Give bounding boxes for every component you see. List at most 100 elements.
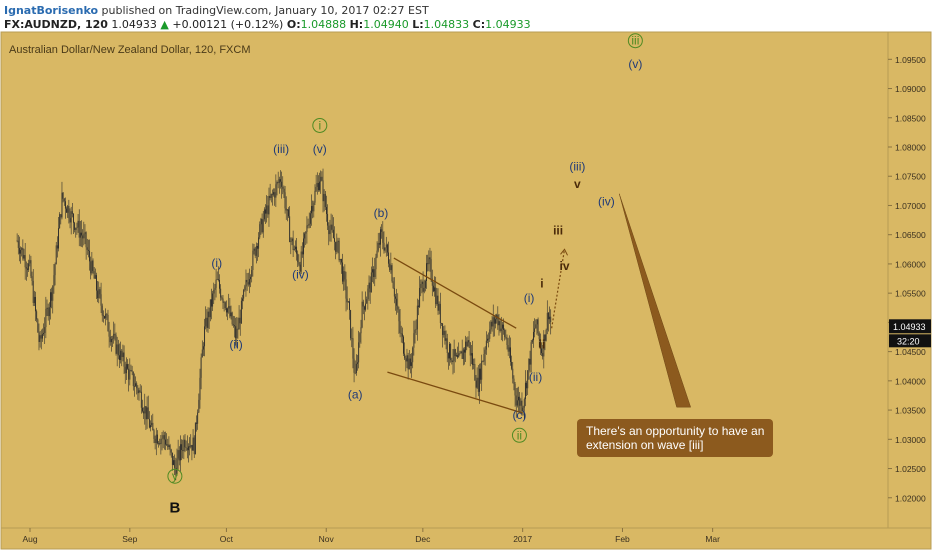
- candle-body: [183, 439, 185, 452]
- wave-label: ii: [517, 428, 522, 442]
- candle-body: [239, 317, 241, 324]
- close-label: C:: [472, 18, 486, 31]
- candle-body: [86, 247, 88, 250]
- candle-body: [450, 343, 452, 361]
- candle-body: [119, 355, 120, 360]
- candle-body: [43, 332, 45, 335]
- wave-label: (i): [211, 256, 222, 270]
- candle-body: [21, 248, 23, 251]
- candle-body: [44, 327, 46, 333]
- symbol-label: FX:AUDNZD, 120: [4, 18, 108, 31]
- candle-body: [481, 361, 483, 380]
- candle-body: [161, 438, 163, 440]
- candle-body: [458, 353, 460, 358]
- y-tick-label: 1.02000: [895, 493, 926, 503]
- candle-body: [275, 184, 277, 198]
- candle-body: [472, 353, 473, 365]
- y-tick-label: 1.04500: [895, 347, 926, 357]
- candle-body: [484, 349, 486, 354]
- candle-body: [85, 232, 87, 248]
- candle-body: [55, 245, 57, 265]
- candle-body: [246, 279, 248, 283]
- annotation-callout: There's an opportunity to have an extens…: [577, 419, 773, 457]
- candle-body: [320, 176, 322, 182]
- candle-body: [538, 333, 540, 340]
- wave-label-circle: [627, 33, 643, 49]
- candle-body: [424, 280, 426, 288]
- candle-body: [376, 250, 378, 257]
- candle-body: [133, 386, 135, 387]
- candle-body: [143, 411, 145, 414]
- price-chart[interactable]: Australian Dollar/New Zealand Dollar, 12…: [0, 31, 932, 550]
- candle-body: [503, 324, 505, 331]
- candle-body: [527, 370, 529, 389]
- candle-body: [477, 377, 479, 392]
- candle-body: [500, 328, 502, 332]
- candle-body: [498, 321, 500, 326]
- candle-body: [380, 229, 381, 245]
- candle-body: [297, 253, 299, 263]
- candle-body: [186, 447, 188, 451]
- candle-body: [497, 314, 499, 326]
- candle-body: [373, 269, 375, 277]
- candle-body: [426, 263, 427, 281]
- candle-body: [154, 438, 156, 444]
- candle-body: [296, 246, 298, 254]
- candle-body: [76, 227, 78, 229]
- candle-body: [549, 316, 551, 320]
- candle-body: [541, 348, 542, 354]
- wave-label: (b): [374, 206, 389, 220]
- candle-body: [467, 340, 469, 347]
- candle-body: [75, 227, 77, 230]
- candle-body: [401, 333, 403, 337]
- candle-body: [125, 364, 127, 374]
- candle-body: [212, 293, 214, 307]
- candle-body: [202, 346, 204, 350]
- published-text: published on TradingView.com, January 10…: [101, 4, 429, 17]
- candle-body: [409, 358, 411, 366]
- candle-body: [306, 225, 308, 232]
- candle-body: [312, 206, 314, 212]
- candle-body: [367, 288, 369, 300]
- candle-body: [277, 182, 279, 183]
- candle-body: [515, 395, 517, 406]
- candle-body: [223, 302, 225, 303]
- candle-body: [408, 358, 410, 370]
- candle-body: [534, 328, 536, 332]
- candle-body: [174, 460, 176, 468]
- candle-body: [543, 334, 545, 357]
- candle-body: [446, 338, 448, 354]
- candle-body: [437, 295, 439, 311]
- wave-label: (c): [512, 408, 526, 422]
- wave-label: i: [540, 276, 543, 290]
- candle-body: [342, 262, 344, 282]
- candle-body: [261, 218, 263, 233]
- candle-body: [283, 188, 285, 193]
- candle-body: [368, 282, 370, 289]
- candle-body: [474, 364, 476, 381]
- candle-body: [309, 213, 311, 224]
- candle-body: [490, 321, 492, 330]
- candle-body: [319, 181, 321, 191]
- candle-body: [263, 209, 265, 220]
- candle-body: [193, 437, 195, 455]
- candle-body: [113, 333, 115, 339]
- candle-body: [439, 303, 441, 324]
- chart-background: [0, 31, 932, 550]
- candle-body: [140, 391, 142, 408]
- candle-body: [276, 182, 278, 185]
- author-link[interactable]: IgnatBorisenko: [4, 4, 99, 17]
- candle-body: [418, 305, 419, 307]
- candle-body: [304, 233, 306, 239]
- candle-body: [470, 353, 472, 356]
- candle-body: [375, 256, 377, 270]
- candle-body: [550, 316, 552, 323]
- candle-body: [262, 219, 264, 233]
- candle-body: [197, 412, 199, 424]
- candle-body: [258, 237, 260, 249]
- candle-body: [392, 281, 394, 289]
- candle-body: [528, 358, 530, 371]
- candle-body: [459, 353, 461, 354]
- wave-label: y: [172, 469, 178, 483]
- candle-body: [447, 353, 449, 359]
